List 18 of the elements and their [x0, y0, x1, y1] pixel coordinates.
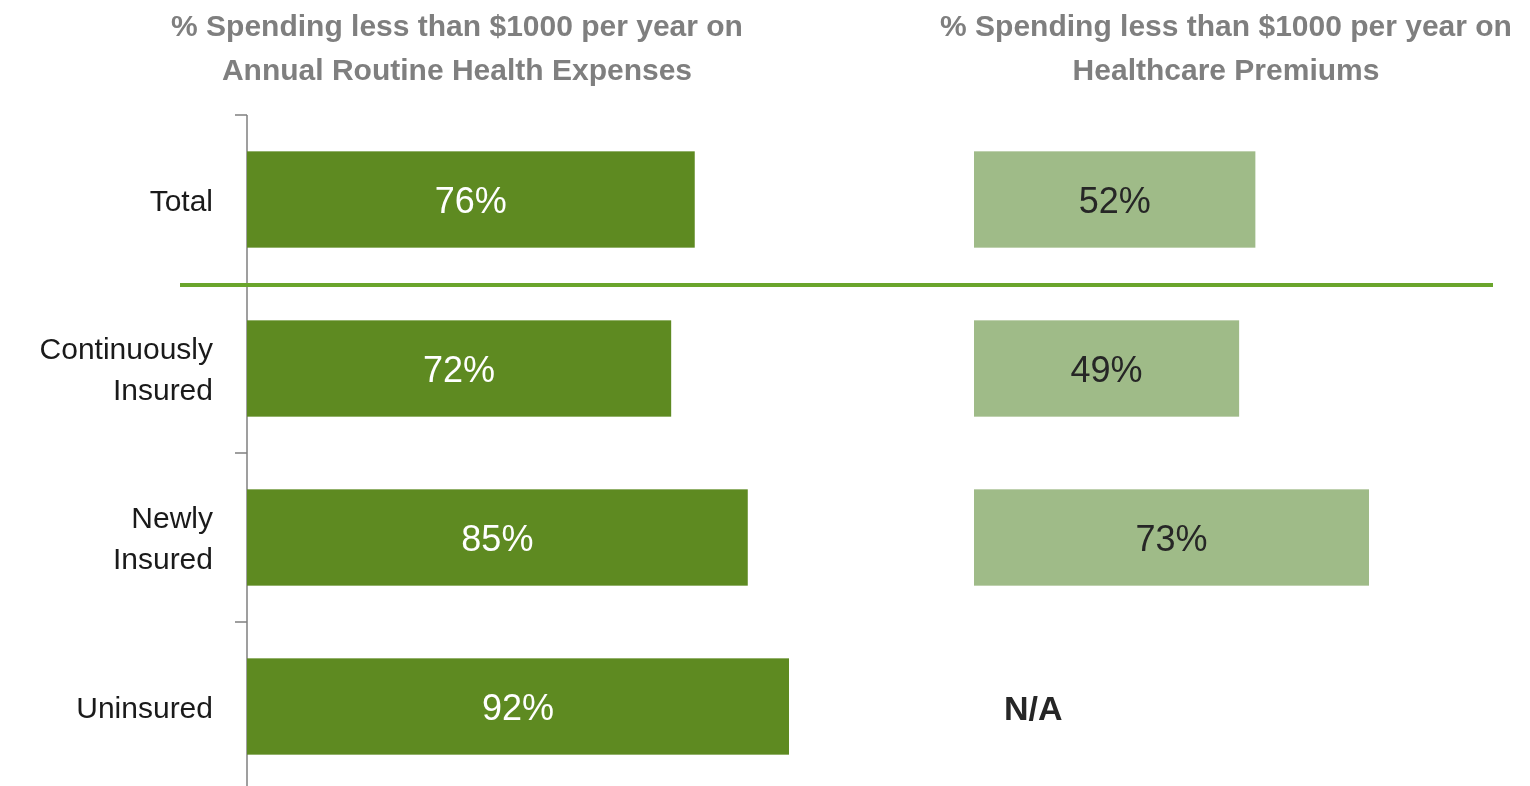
text: N/A — [1004, 688, 1063, 727]
bar — [247, 658, 789, 755]
chart-title: % Spending less than $1000 per year on Healthcare Premiums — [940, 9, 1512, 86]
chart-title: % Spending less than $1000 per year on Annual Routine Health Expenses — [171, 9, 743, 86]
data-label: 72% — [423, 348, 496, 390]
y-tick-label: Total — [149, 183, 213, 217]
data-label: 52% — [1078, 179, 1151, 221]
data-label: 76% — [434, 179, 507, 221]
bar — [247, 489, 748, 586]
data-label: 85% — [461, 517, 534, 559]
y-tick-label: Continuously Insured — [39, 332, 213, 406]
data-label: 73% — [1135, 517, 1208, 559]
y-tick-label: Newly Insured — [112, 501, 213, 575]
bar — [247, 151, 695, 248]
data-label: 92% — [481, 686, 555, 728]
y-tick-label: Uninsured — [76, 690, 213, 724]
data-label: 49% — [1070, 348, 1143, 390]
bar — [247, 320, 672, 417]
